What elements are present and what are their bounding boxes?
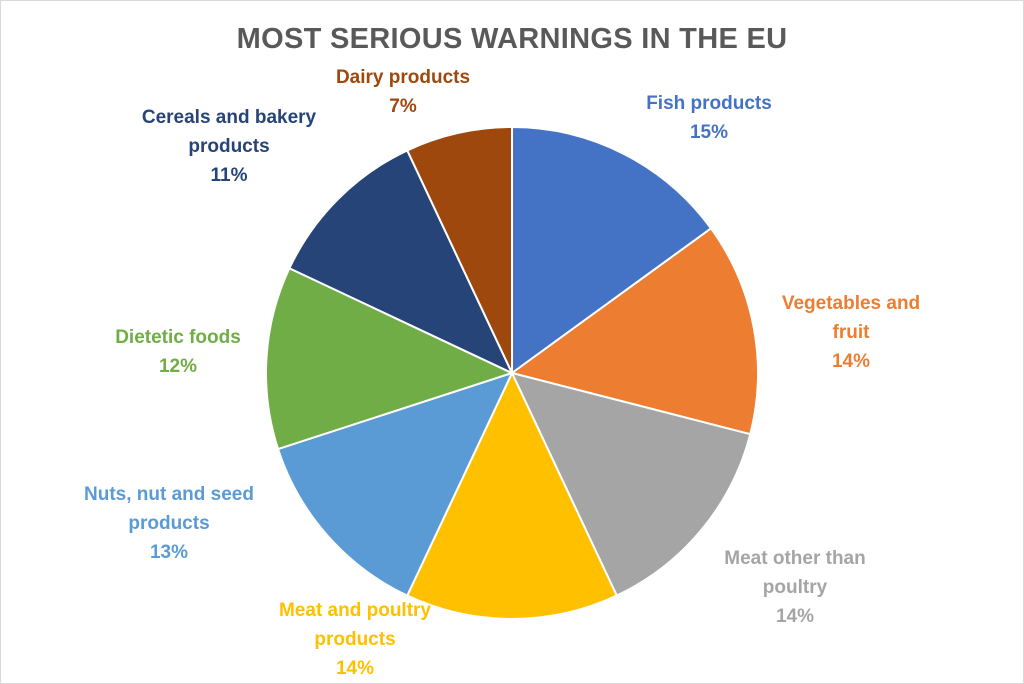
- pie-slice-dairy-products: [405, 125, 513, 374]
- label-meat-and-poultry-products: Meat and poultry products 14%: [278, 600, 431, 679]
- label-fish-products: Fish products 15%: [646, 93, 772, 143]
- pie-slice-nuts-nut-and-seed-products: [276, 371, 514, 597]
- chart-title: MOST SERIOUS WARNINGS IN THE EU: [236, 23, 788, 55]
- pie-slice-meat-other-than-poultry: [510, 371, 752, 597]
- label-vegetables-and-fruit: Vegetables and fruit 14%: [781, 293, 921, 372]
- label-dietetic-foods: Dietetic foods 12%: [115, 327, 241, 377]
- label-cereals-and-bakery-products: Cereals and bakery products 11%: [141, 107, 317, 186]
- pie-slice-cereals-and-bakery-products: [288, 149, 515, 376]
- pie-slice-vegetables-and-fruit: [509, 227, 759, 436]
- pie-slice-dietetic-foods: [265, 266, 515, 451]
- pie-slice-fish-products: [511, 125, 713, 375]
- label-dairy-products: Dairy products 7%: [335, 67, 471, 117]
- pie-slice-meat-and-poultry-products: [405, 370, 619, 620]
- label-meat-other-than-poultry: Meat other than poultry 14%: [724, 548, 866, 627]
- label-nuts-nut-and-seed-products: Nuts, nut and seed products 13%: [84, 484, 254, 563]
